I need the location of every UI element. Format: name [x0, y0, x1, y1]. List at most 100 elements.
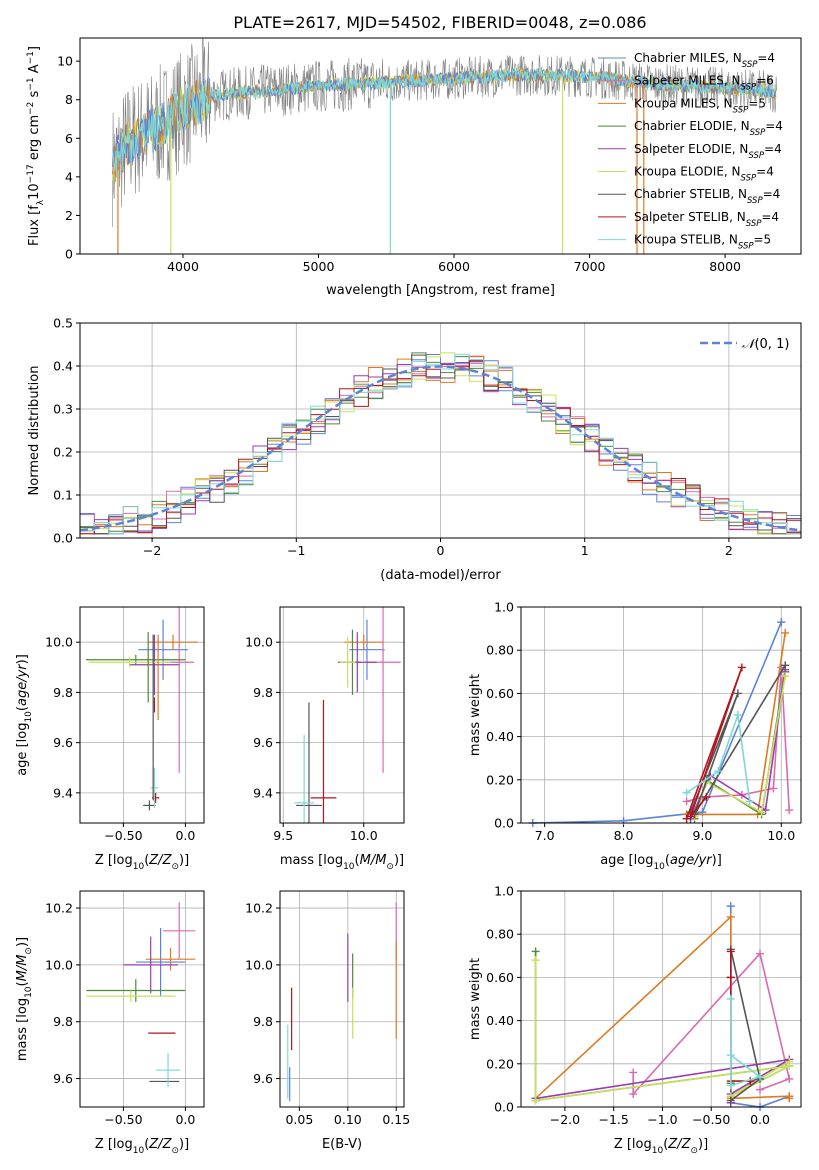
y-tick-label: 10.2	[45, 901, 73, 916]
axes-frame	[79, 890, 205, 1108]
Z-age-panel: −0.50 0.0 9.4 9.6 9.8 10.0 Z [log10(Z/Z⊙)] age …	[15, 606, 205, 872]
y-axis-label: Normed distribution	[27, 366, 42, 496]
histogram-step	[80, 355, 801, 535]
x-tick-label: 9.5	[273, 828, 293, 843]
y-axis-label: mass [log10(M/M⊙)]	[15, 937, 34, 1061]
gaussian-curve	[79, 365, 802, 532]
y-tick-label: 9.8	[53, 685, 73, 700]
spectrum-panel: 4000 5000 6000 7000 8000 0 2 4 6 8 10 wavelength [A…	[26, 37, 802, 298]
weight-point	[781, 628, 790, 637]
weight-point	[733, 711, 742, 719]
weight-point	[737, 663, 746, 672]
weight-point	[686, 812, 695, 821]
y-tick-label: 0.4	[53, 359, 73, 374]
y-tick-label: 0.20	[486, 1056, 514, 1071]
weight-point	[726, 1096, 735, 1105]
weight-point	[781, 672, 790, 681]
weight-line	[689, 664, 786, 815]
x-tick-label: 0.0	[175, 1112, 195, 1127]
weight-point	[726, 995, 735, 1003]
y-axis-label: mass weight	[468, 958, 483, 1040]
legend-label: Kroupa STELIB, NSSP=5	[634, 233, 771, 252]
y-tick-label: 9.8	[53, 1014, 73, 1029]
Z-weight-panel: −2.0 −1.5 −1.0 −0.50 0.0 0.0 0.20 0.40 0.60 0.80 1…	[468, 884, 802, 1156]
weight-point	[531, 956, 540, 965]
x-tick-label: 10.0	[767, 828, 795, 843]
weight-point	[702, 793, 711, 802]
axes-frame	[279, 890, 405, 1108]
legend-label: Salpeter ELODIE, NSSP=4	[634, 142, 782, 161]
weight-point	[619, 816, 628, 825]
legend-label: Chabrier ELODIE, NSSP=4	[634, 119, 783, 138]
y-tick-label: 4	[65, 169, 73, 184]
weight-point	[726, 1081, 735, 1090]
figure-title: PLATE=2617, MJD=54502, FIBERID=0048, z=0…	[233, 13, 646, 32]
axes-frame	[279, 606, 405, 824]
weight-point	[756, 1085, 765, 1094]
x-tick-label: 0.0	[750, 1112, 770, 1127]
x-tick-label: 10.0	[350, 828, 378, 843]
y-tick-label: 0.5	[53, 316, 73, 331]
x-axis-label: mass [log10(M/M⊙)]	[280, 853, 404, 872]
weight-line	[685, 667, 743, 819]
x-tick-label: 1	[581, 543, 589, 558]
x-axis-label: (data-model)/error	[380, 568, 501, 583]
x-tick-label: −1.5	[599, 1112, 629, 1127]
y-tick-label: 10	[57, 54, 73, 69]
y-tick-label: 9.6	[253, 735, 273, 750]
y-tick-label: 8	[65, 92, 73, 107]
axes-frame	[79, 322, 802, 539]
y-tick-label: 0.2	[53, 445, 73, 460]
x-tick-label: −0.50	[104, 1112, 142, 1127]
weight-point	[756, 949, 765, 958]
x-tick-label: −1	[287, 543, 305, 558]
x-tick-label: 8.0	[614, 828, 634, 843]
x-tick-label: 9.0	[692, 828, 712, 843]
x-tick-label: 2	[725, 543, 733, 558]
y-tick-label: 1.0	[494, 600, 514, 615]
x-tick-label: 0	[437, 543, 445, 558]
axes-frame	[79, 606, 205, 824]
axes-frame	[79, 37, 802, 255]
weight-point	[629, 1068, 638, 1077]
y-tick-label: 0	[65, 247, 73, 262]
weight-point	[785, 806, 794, 815]
x-tick-label: 6000	[438, 259, 470, 274]
y-tick-label: 9.6	[53, 1071, 73, 1086]
y-tick-label: 0.0	[53, 531, 73, 546]
x-axis-label: Z [log10(Z/Z⊙)]	[614, 1137, 708, 1156]
x-tick-label: 0.10	[334, 1112, 362, 1127]
histogram-step	[80, 354, 801, 535]
x-tick-label: 7000	[574, 259, 606, 274]
y-tick-label: 0.20	[486, 772, 514, 787]
weight-point	[781, 661, 790, 670]
weight-line	[686, 714, 751, 802]
y-tick-label: 9.4	[53, 785, 73, 800]
age-weight-panel: 7.0 8.0 9.0 10.0 0.0 0.20 0.40 0.60 0.80 1.0 age […	[468, 600, 802, 872]
x-tick-label: 5000	[303, 259, 335, 274]
y-tick-label: 0.60	[486, 686, 514, 701]
x-axis-label: Z [log10(Z/Z⊙)]	[95, 853, 189, 872]
weight-point	[726, 947, 735, 956]
weight-line	[532, 621, 783, 824]
weight-point	[726, 973, 735, 982]
residuals-panel: −2 −1 0 1 2 0.0 0.1 0.2 0.3 0.4 0.5 (data-model)/er…	[27, 316, 802, 583]
x-tick-label: 0.05	[285, 1112, 313, 1127]
y-tick-label: 10.0	[245, 957, 273, 972]
y-axis-label: age [log10(age/yr)]	[15, 654, 34, 776]
x-tick-label: 4000	[167, 259, 199, 274]
weight-point	[777, 618, 786, 627]
y-tick-label: 0.80	[486, 927, 514, 942]
mass-age-panel: 9.5 10.0 9.4 9.6 9.8 10.0 mass [log10(M/M⊙)]	[245, 606, 405, 872]
x-tick-label: −0.50	[692, 1112, 730, 1127]
axes-frame	[520, 606, 802, 824]
weight-point	[745, 797, 754, 806]
y-tick-label: 0.80	[486, 643, 514, 658]
ebv-mass-panel: 0.05 0.10 0.15 9.6 9.8 10.0 10.2 E(B-V)	[245, 890, 410, 1152]
y-axis-label: mass weight	[468, 674, 483, 756]
x-axis-label: Z [log10(Z/Z⊙)]	[95, 1137, 189, 1156]
weight-point	[726, 902, 735, 911]
x-tick-label: −0.50	[104, 828, 142, 843]
y-tick-label: 10.0	[45, 635, 73, 650]
